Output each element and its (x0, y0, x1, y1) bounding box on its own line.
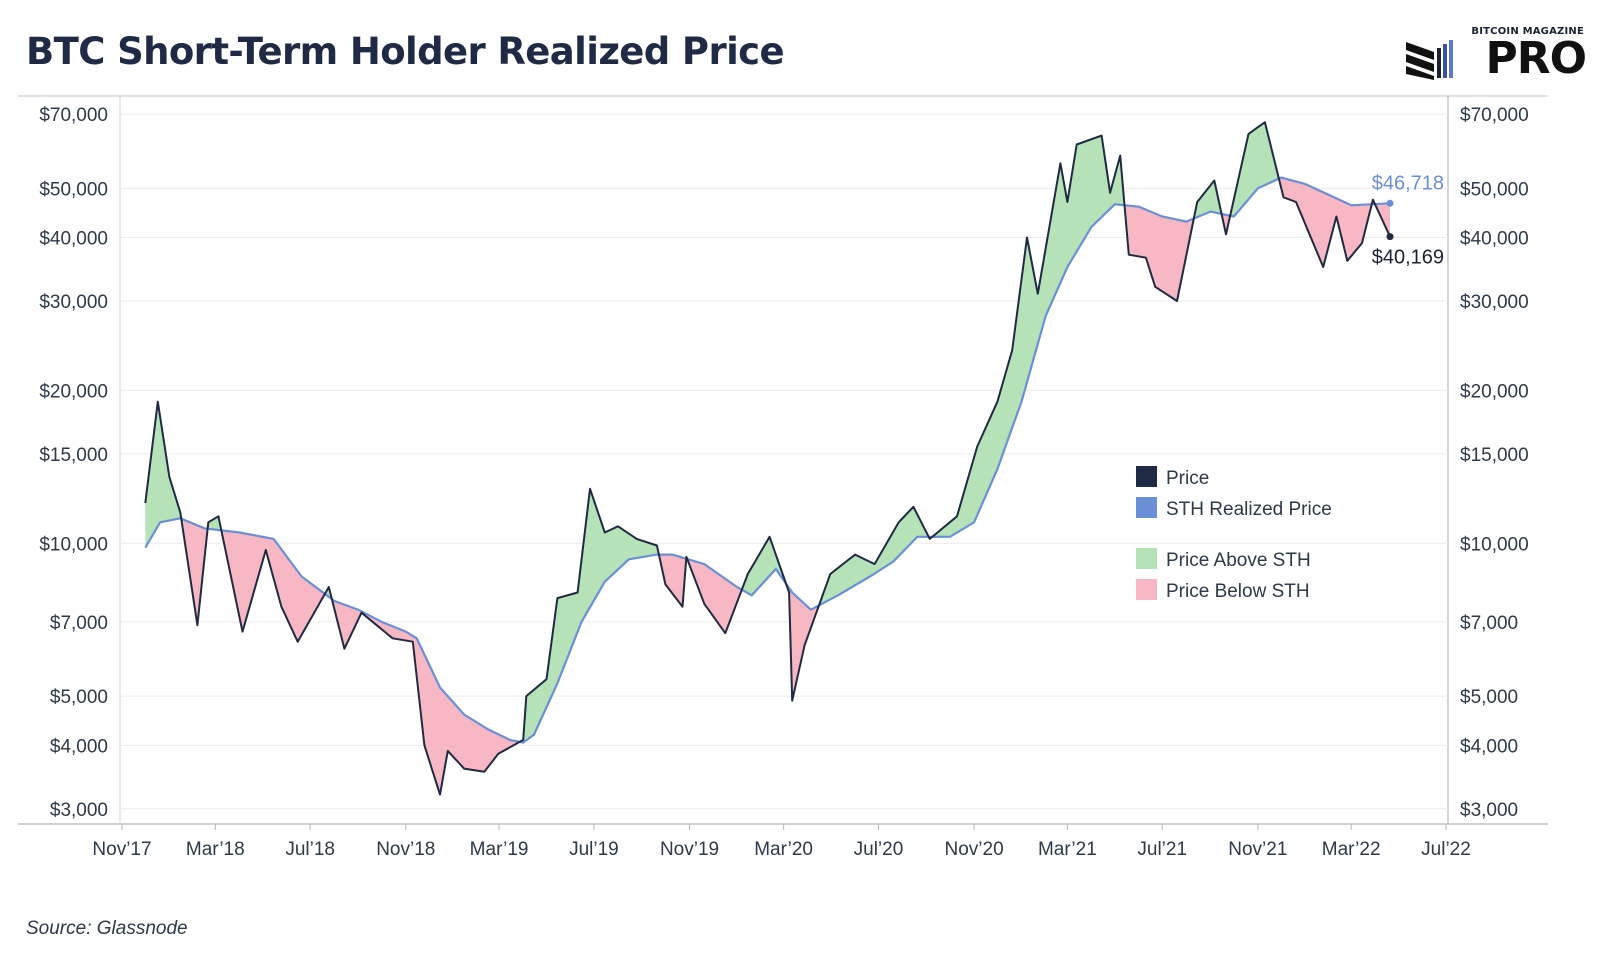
price-below-sth-area (221, 530, 326, 642)
area-fills (145, 122, 1390, 793)
legend-swatch (1136, 579, 1157, 600)
logo-top-text: BITCOIN MAGAZINE (1471, 26, 1584, 37)
price-line (144, 121, 1391, 796)
price-below-sth-area (660, 554, 687, 607)
price-above-sth-area (932, 136, 1126, 537)
y-tick-label: $5,000 (50, 687, 108, 708)
x-tick-label: Nov’17 (92, 839, 151, 860)
y-tick-label: $70,000 (39, 105, 108, 126)
legend-swatch (1136, 548, 1157, 569)
price-below-sth-area (182, 519, 210, 621)
y-tick-label: $7,000 (50, 613, 108, 634)
legend-swatch (1136, 466, 1157, 487)
bitcoin-magazine-pro-logo: BITCOIN MAGAZINE PRO (1404, 26, 1587, 84)
sth-end-marker (1386, 199, 1394, 207)
price-below-sth-area (688, 559, 743, 633)
end-annotations: $46,718 $40,169 (1372, 172, 1444, 268)
x-tick-label: Mar’22 (1322, 839, 1381, 860)
y-tick-label: $15,000 (39, 445, 108, 466)
y-tick-label: $5,000 (1460, 687, 1518, 708)
y-tick-label: $30,000 (1460, 292, 1529, 313)
gridlines (120, 113, 1448, 810)
chart-frame (18, 95, 1548, 825)
y-axis-right: $70,000 $50,000 $40,000 $30,000 $20,000 $15,0… (1460, 105, 1529, 821)
y-tick-label: $20,000 (1460, 381, 1529, 402)
price-above-sth-area (1231, 122, 1280, 217)
price-above-sth-area (819, 507, 930, 606)
y-tick-label: $10,000 (1460, 534, 1529, 555)
y-tick-label: $50,000 (1460, 179, 1529, 200)
legend-label: STH Realized Price (1166, 499, 1332, 520)
x-tick-label: Mar’18 (186, 839, 245, 860)
y-tick-label: $7,000 (1460, 613, 1518, 634)
x-tick-label: Jul’19 (569, 839, 619, 860)
y-tick-label: $30,000 (39, 292, 108, 313)
y-tick-label: $50,000 (39, 179, 108, 200)
x-tick-label: Jul’21 (1137, 839, 1187, 860)
price-above-sth-area (742, 537, 787, 595)
y-tick-label: $4,000 (50, 736, 108, 757)
sth-realized-price-line (144, 176, 1391, 744)
x-axis: Nov’17 Mar’18 Jul’18 Nov’18 Mar’19 Jul’19 Nov’… (92, 824, 1471, 860)
price-above-sth-area (145, 401, 183, 548)
sth-value-label: $46,718 (1372, 172, 1444, 194)
x-tick-label: Nov’18 (376, 839, 435, 860)
y-tick-label: $40,000 (1460, 229, 1529, 250)
legend: Price STH Realized Price Price Above STH Pr… (1136, 466, 1332, 602)
price-end-marker (1386, 233, 1394, 241)
x-tick-label: Jul’22 (1421, 839, 1471, 860)
price-below-sth-area (786, 584, 819, 699)
y-tick-label: $70,000 (1460, 105, 1529, 126)
x-tick-label: Mar’19 (470, 839, 529, 860)
legend-label: Price (1166, 468, 1209, 489)
chart-title: BTC Short-Term Holder Realized Price (26, 30, 785, 73)
price-value-label: $40,169 (1372, 247, 1444, 269)
logo-stripes-icon (1406, 40, 1453, 80)
y-tick-label: $10,000 (39, 534, 108, 555)
x-tick-label: Nov’20 (945, 839, 1004, 860)
legend-label: Price Below STH (1166, 581, 1310, 602)
x-tick-label: Mar’20 (754, 839, 813, 860)
legend-swatch (1136, 497, 1157, 518)
price-below-sth-area (1125, 205, 1194, 301)
y-tick-label: $40,000 (39, 229, 108, 250)
series-lines (144, 121, 1391, 796)
price-above-sth-area (1194, 180, 1222, 219)
x-tick-label: Nov’19 (660, 839, 719, 860)
y-tick-label: $15,000 (1460, 445, 1529, 466)
source-note: Source: Glassnode (26, 918, 188, 939)
y-tick-label: $3,000 (50, 800, 108, 821)
x-tick-label: Mar’21 (1038, 839, 1097, 860)
y-tick-label: $3,000 (1460, 800, 1518, 821)
y-tick-label: $20,000 (39, 381, 108, 402)
legend-label: Price Above STH (1166, 550, 1311, 571)
y-tick-label: $4,000 (1460, 736, 1518, 757)
price-above-sth-area (520, 489, 661, 743)
price-below-sth-area (1279, 177, 1373, 267)
x-tick-label: Nov’21 (1228, 839, 1287, 860)
x-tick-label: Jul’18 (285, 839, 335, 860)
y-axis-left: $70,000 $50,000 $40,000 $30,000 $20,000 $15,0… (39, 105, 108, 821)
price-below-sth-area (332, 599, 521, 793)
x-tick-label: Jul’20 (854, 839, 904, 860)
logo-main-text: PRO (1485, 33, 1587, 84)
